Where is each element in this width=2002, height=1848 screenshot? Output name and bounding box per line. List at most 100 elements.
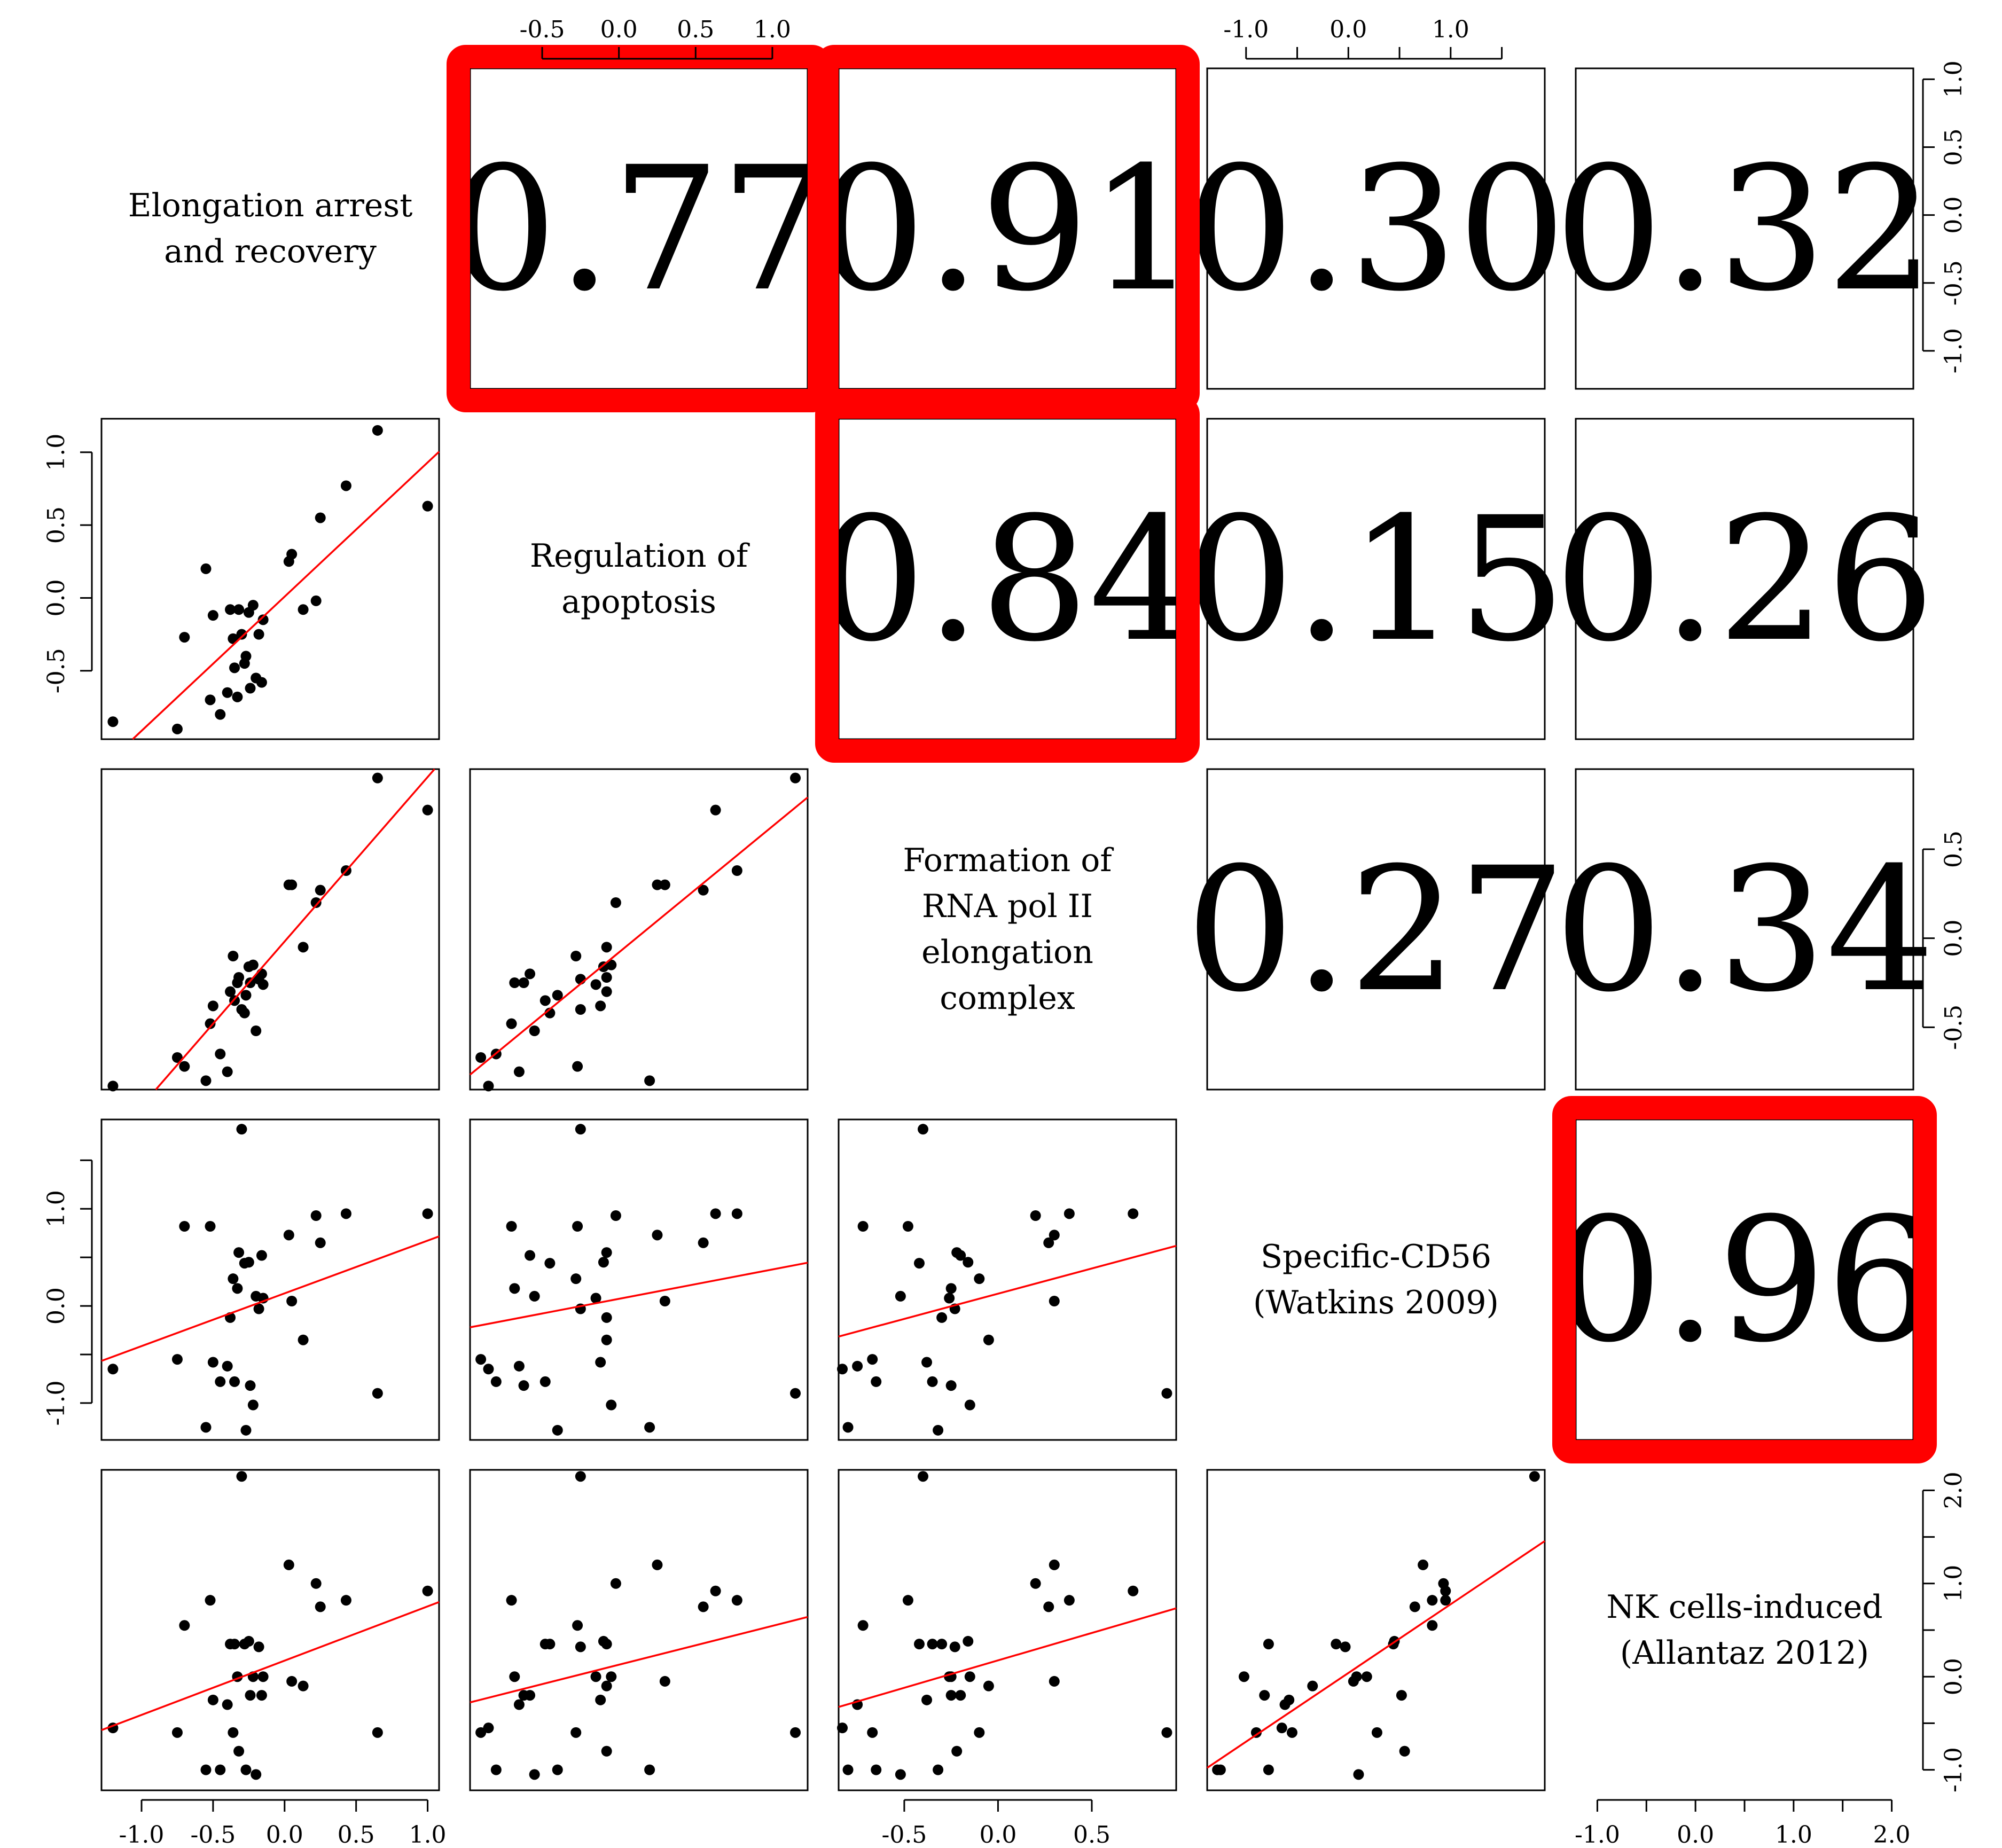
point-r4-c1-12 — [232, 1283, 243, 1294]
point-r5-c1-17 — [243, 1635, 254, 1647]
panel-r4-c2 — [469, 1118, 809, 1441]
variable-label-2-line-2: apoptosis — [561, 583, 716, 621]
correlation-value-r3-c4: 0.27 — [1186, 831, 1567, 1030]
point-r5-c3-24 — [1049, 1559, 1060, 1570]
point-r2-c1-16 — [240, 651, 252, 662]
point-r4-c3-26 — [983, 1334, 994, 1345]
point-r5-c2-20 — [529, 1769, 540, 1780]
y-tick-label-row-1-right-1: -1.0 — [1940, 328, 1967, 373]
point-r2-c1-27 — [310, 595, 322, 606]
point-r4-c2-22 — [525, 1250, 536, 1261]
panel-r1-c5 — [1575, 67, 1914, 390]
point-r4-c3-25 — [1049, 1296, 1060, 1306]
point-r4-c2-24 — [652, 1230, 663, 1241]
point-r4-c1-6 — [207, 1357, 218, 1368]
point-r3-c2-13 — [601, 972, 612, 983]
point-r5-c1-10 — [228, 1727, 239, 1738]
correlation-value-r3-c5: 0.34 — [1554, 831, 1935, 1030]
point-r3-c2-16 — [552, 990, 563, 1001]
x-tick-label-col-2-top-1: -0.5 — [520, 16, 565, 43]
panel-r4-c3 — [838, 1118, 1177, 1441]
point-r3-c2-22 — [525, 968, 536, 980]
point-r5-c1-24 — [283, 1559, 294, 1570]
point-r3-c2-2 — [475, 1052, 487, 1063]
y-tick-label-row-1-right-4: 0.5 — [1940, 128, 1967, 166]
point-r5-c4-2 — [1286, 1727, 1297, 1738]
point-r4-c1-29 — [340, 1208, 351, 1219]
point-r5-c4-13 — [1399, 1745, 1410, 1757]
x-tick-label-col-5-bottom-1: -1.0 — [1575, 1821, 1620, 1848]
x-tick-label-col-2-top-2: 0.0 — [600, 16, 638, 43]
point-r4-c3-10 — [974, 1273, 985, 1285]
point-r4-c2-17 — [598, 1257, 609, 1268]
point-r3-c1-8 — [222, 1066, 233, 1077]
point-r5-c4-7 — [1263, 1764, 1274, 1775]
variable-label-5-line-2: (Allantaz 2012) — [1620, 1634, 1869, 1672]
point-r3-c2-10 — [570, 951, 582, 961]
point-r5-c3-14 — [918, 1471, 928, 1482]
point-r5-c3-5 — [902, 1595, 913, 1606]
point-r4-c2-16 — [552, 1424, 563, 1436]
point-r5-c3-29 — [1063, 1595, 1075, 1606]
panel-r2-c1 — [100, 418, 440, 740]
point-r4-c2-13 — [601, 1247, 612, 1258]
point-r5-c3-4 — [842, 1764, 854, 1775]
point-r5-c2-6 — [595, 1694, 606, 1705]
point-r5-c1-6 — [207, 1694, 218, 1705]
point-r4-c2-8 — [513, 1360, 525, 1372]
point-r3-c1-1 — [107, 1080, 119, 1092]
x-tick-label-col-3-bottom-1: -0.5 — [881, 1821, 927, 1848]
variable-label-3-line-2: RNA pol II — [922, 888, 1093, 925]
panel-r5-c4 — [1206, 1469, 1546, 1791]
point-r3-c1-4 — [200, 1075, 212, 1086]
point-r4-c1-27 — [310, 1210, 322, 1221]
x-tick-label-col-4-top-5: 1.0 — [1432, 16, 1469, 43]
point-r5-c1-20 — [251, 1769, 262, 1780]
point-r4-c1-10 — [228, 1273, 239, 1285]
point-r5-c4-24 — [1418, 1559, 1429, 1570]
panel-r3-c5 — [1575, 768, 1914, 1091]
x-tick-label-col-4-top-3: 0.0 — [1330, 16, 1367, 43]
x-tick-label-col-2-top-3: 0.5 — [677, 16, 714, 43]
point-r5-c2-14 — [575, 1471, 586, 1482]
point-r5-c4-26 — [1307, 1680, 1318, 1692]
point-r4-c2-15 — [544, 1258, 556, 1269]
point-r5-c3-22 — [955, 1690, 966, 1701]
point-r4-c3-29 — [1063, 1208, 1075, 1219]
point-r4-c2-20 — [529, 1290, 540, 1302]
point-r5-c4-9 — [1331, 1639, 1342, 1650]
point-r3-c2-8 — [513, 1066, 525, 1077]
panel-r4-c1 — [100, 1118, 440, 1441]
point-r5-c4-29 — [1440, 1595, 1451, 1606]
point-r4-c1-11 — [229, 1376, 240, 1387]
x-tick-label-col-5-bottom-3: 0.0 — [1677, 1821, 1714, 1848]
point-r3-c2-28 — [698, 884, 709, 896]
point-r5-c3-28 — [1043, 1601, 1054, 1612]
point-r2-c1-23 — [257, 614, 269, 625]
point-r3-c2-4 — [644, 1075, 655, 1086]
point-r4-c1-4 — [200, 1422, 212, 1433]
point-r5-c2-25 — [659, 1675, 670, 1687]
correlation-value-r2-c4: 0.15 — [1186, 481, 1567, 679]
point-r5-c4-14 — [1529, 1471, 1540, 1482]
point-r2-c1-14 — [236, 629, 247, 640]
point-r4-c2-6 — [595, 1357, 606, 1368]
point-r3-c2-11 — [539, 995, 551, 1006]
point-r5-c3-1 — [837, 1722, 848, 1734]
point-r4-c3-28 — [1043, 1237, 1054, 1248]
point-r3-c2-25 — [659, 879, 670, 890]
point-r3-c2-5 — [506, 1018, 517, 1029]
point-r4-c2-9 — [601, 1312, 612, 1323]
point-r2-c1-21 — [253, 629, 264, 640]
x-tick-label-col-5-bottom-5: 1.0 — [1775, 1821, 1812, 1848]
point-r5-c1-23 — [257, 1671, 269, 1682]
panel-r5-c3 — [838, 1469, 1177, 1791]
y-tick-label-row-1-right-3: 0.0 — [1940, 197, 1967, 234]
point-r5-c3-2 — [867, 1727, 878, 1738]
point-r5-c2-17 — [598, 1635, 609, 1647]
panel-r5-c2 — [469, 1469, 809, 1791]
point-r5-c4-8 — [1279, 1699, 1291, 1710]
x-tick-label-col-1-bottom-4: 0.5 — [338, 1821, 375, 1848]
point-r5-c1-30 — [372, 1727, 383, 1738]
